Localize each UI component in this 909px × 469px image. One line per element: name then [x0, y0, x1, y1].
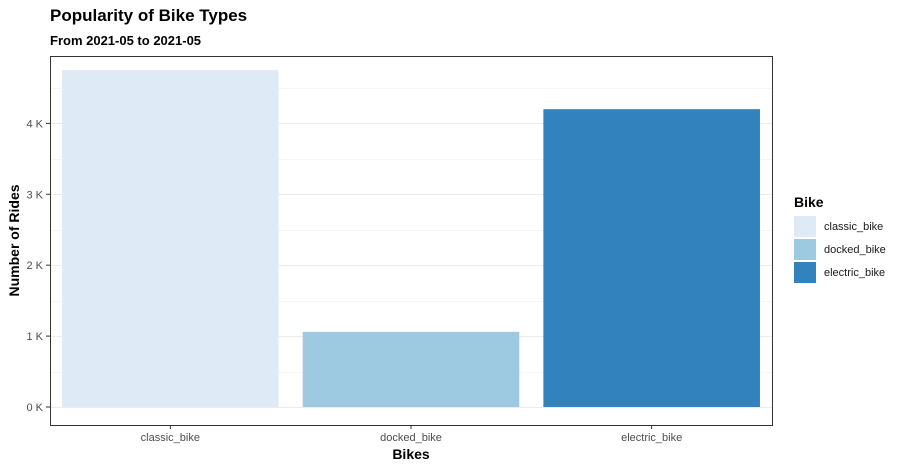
y-tick-label: 0 K — [26, 402, 43, 414]
bars — [62, 70, 760, 407]
y-tick-label: 2 K — [26, 260, 43, 272]
x-axis-title: Bikes — [392, 446, 430, 462]
x-tick-label-docked_bike: docked_bike — [380, 432, 442, 444]
chart-title: Popularity of Bike Types — [50, 6, 248, 25]
x-tick-label-classic_bike: classic_bike — [141, 432, 200, 444]
x-tick-label-electric_bike: electric_bike — [621, 432, 682, 444]
y-tick-label: 1 K — [26, 331, 43, 343]
legend-items: classic_bike docked_bike electric_bike — [794, 215, 886, 284]
bar-docked_bike — [302, 331, 520, 407]
legend-key-swatch — [794, 216, 816, 237]
bar-classic_bike — [62, 70, 279, 407]
legend-key-swatch — [794, 239, 816, 260]
legend: Bike classic_bike docked_bike electric_bik… — [794, 194, 886, 284]
legend-item-classic_bike: classic_bike — [794, 215, 886, 238]
legend-item-electric_bike: electric_bike — [794, 261, 886, 284]
y-tick-label: 3 K — [26, 189, 43, 201]
axes: classic_bike docked_bike electric_bike 0 K 1… — [26, 118, 682, 444]
bar-electric_bike — [543, 109, 760, 407]
legend-label: docked_bike — [824, 243, 886, 256]
y-tick-label: 4 K — [26, 118, 43, 130]
legend-label: classic_bike — [824, 220, 884, 233]
chart-subtitle: From 2021-05 to 2021-05 — [50, 33, 202, 48]
legend-item-docked_bike: docked_bike — [794, 238, 886, 261]
legend-title: Bike — [794, 194, 824, 210]
legend-key-swatch — [794, 262, 816, 283]
y-axis-title: Number of Rides — [6, 184, 22, 296]
legend-label: electric_bike — [824, 266, 886, 279]
